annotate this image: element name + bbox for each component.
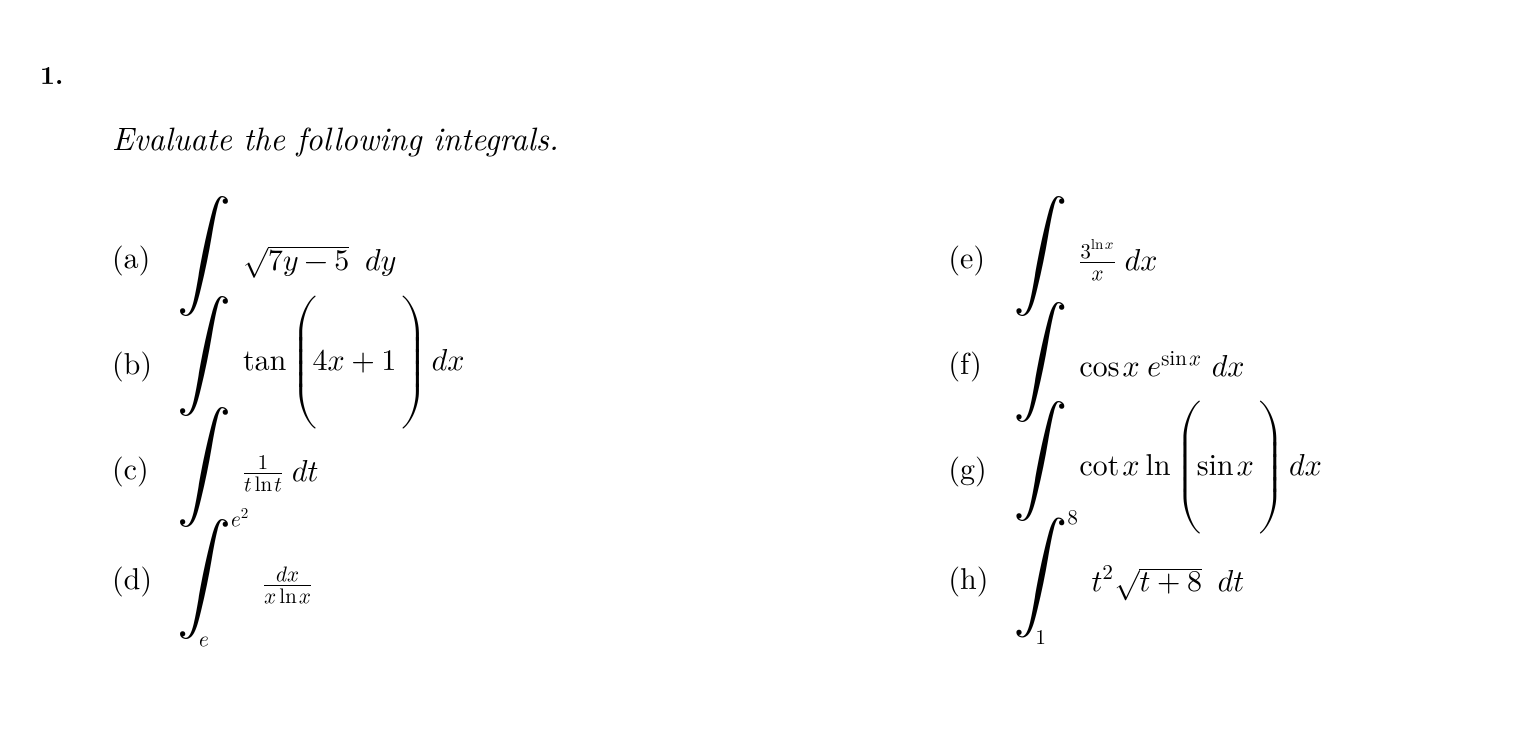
left-column: (a) ∫ 7y−5 dy [112, 200, 948, 632]
item-c: (c) ∫ 1 tlnt dt [112, 412, 948, 522]
item-label: (b) [112, 347, 168, 377]
item-f: (f) ∫ cosx esinx dx [948, 312, 1493, 412]
item-math: ∫ 1 8 t2 t+8 dt [1004, 510, 1244, 644]
page: 1. Evaluate the following integrals. (a)… [0, 0, 1533, 730]
item-d: (d) ∫ e e2 [112, 522, 948, 632]
item-label: (c) [112, 452, 168, 482]
item-math: ∫ 3lnx x dx [1004, 196, 1157, 317]
item-label: (d) [112, 562, 168, 592]
item-h: (h) ∫ 1 8 [948, 522, 1493, 632]
item-label: (g) [948, 452, 1004, 482]
instruction-text: Evaluate the following integrals. [112, 115, 1493, 160]
item-g: (g) ∫ cotx ln(sinx) dx [948, 412, 1493, 522]
item-label: (f) [948, 347, 1004, 377]
right-column: (e) ∫ 3lnx x dx [948, 200, 1493, 632]
content: Evaluate the following integrals. (a) ∫ … [112, 115, 1493, 632]
item-b: (b) ∫ tan(4x+1) dx [112, 312, 948, 412]
item-label: (e) [948, 241, 1004, 271]
item-label: (a) [112, 241, 168, 271]
item-e: (e) ∫ 3lnx x dx [948, 200, 1493, 312]
item-math: ∫ e e2 dx xlnx [168, 508, 312, 645]
item-label: (h) [948, 562, 1004, 592]
columns: (a) ∫ 7y−5 dy [112, 200, 1493, 632]
question-number: 1. [40, 55, 63, 92]
